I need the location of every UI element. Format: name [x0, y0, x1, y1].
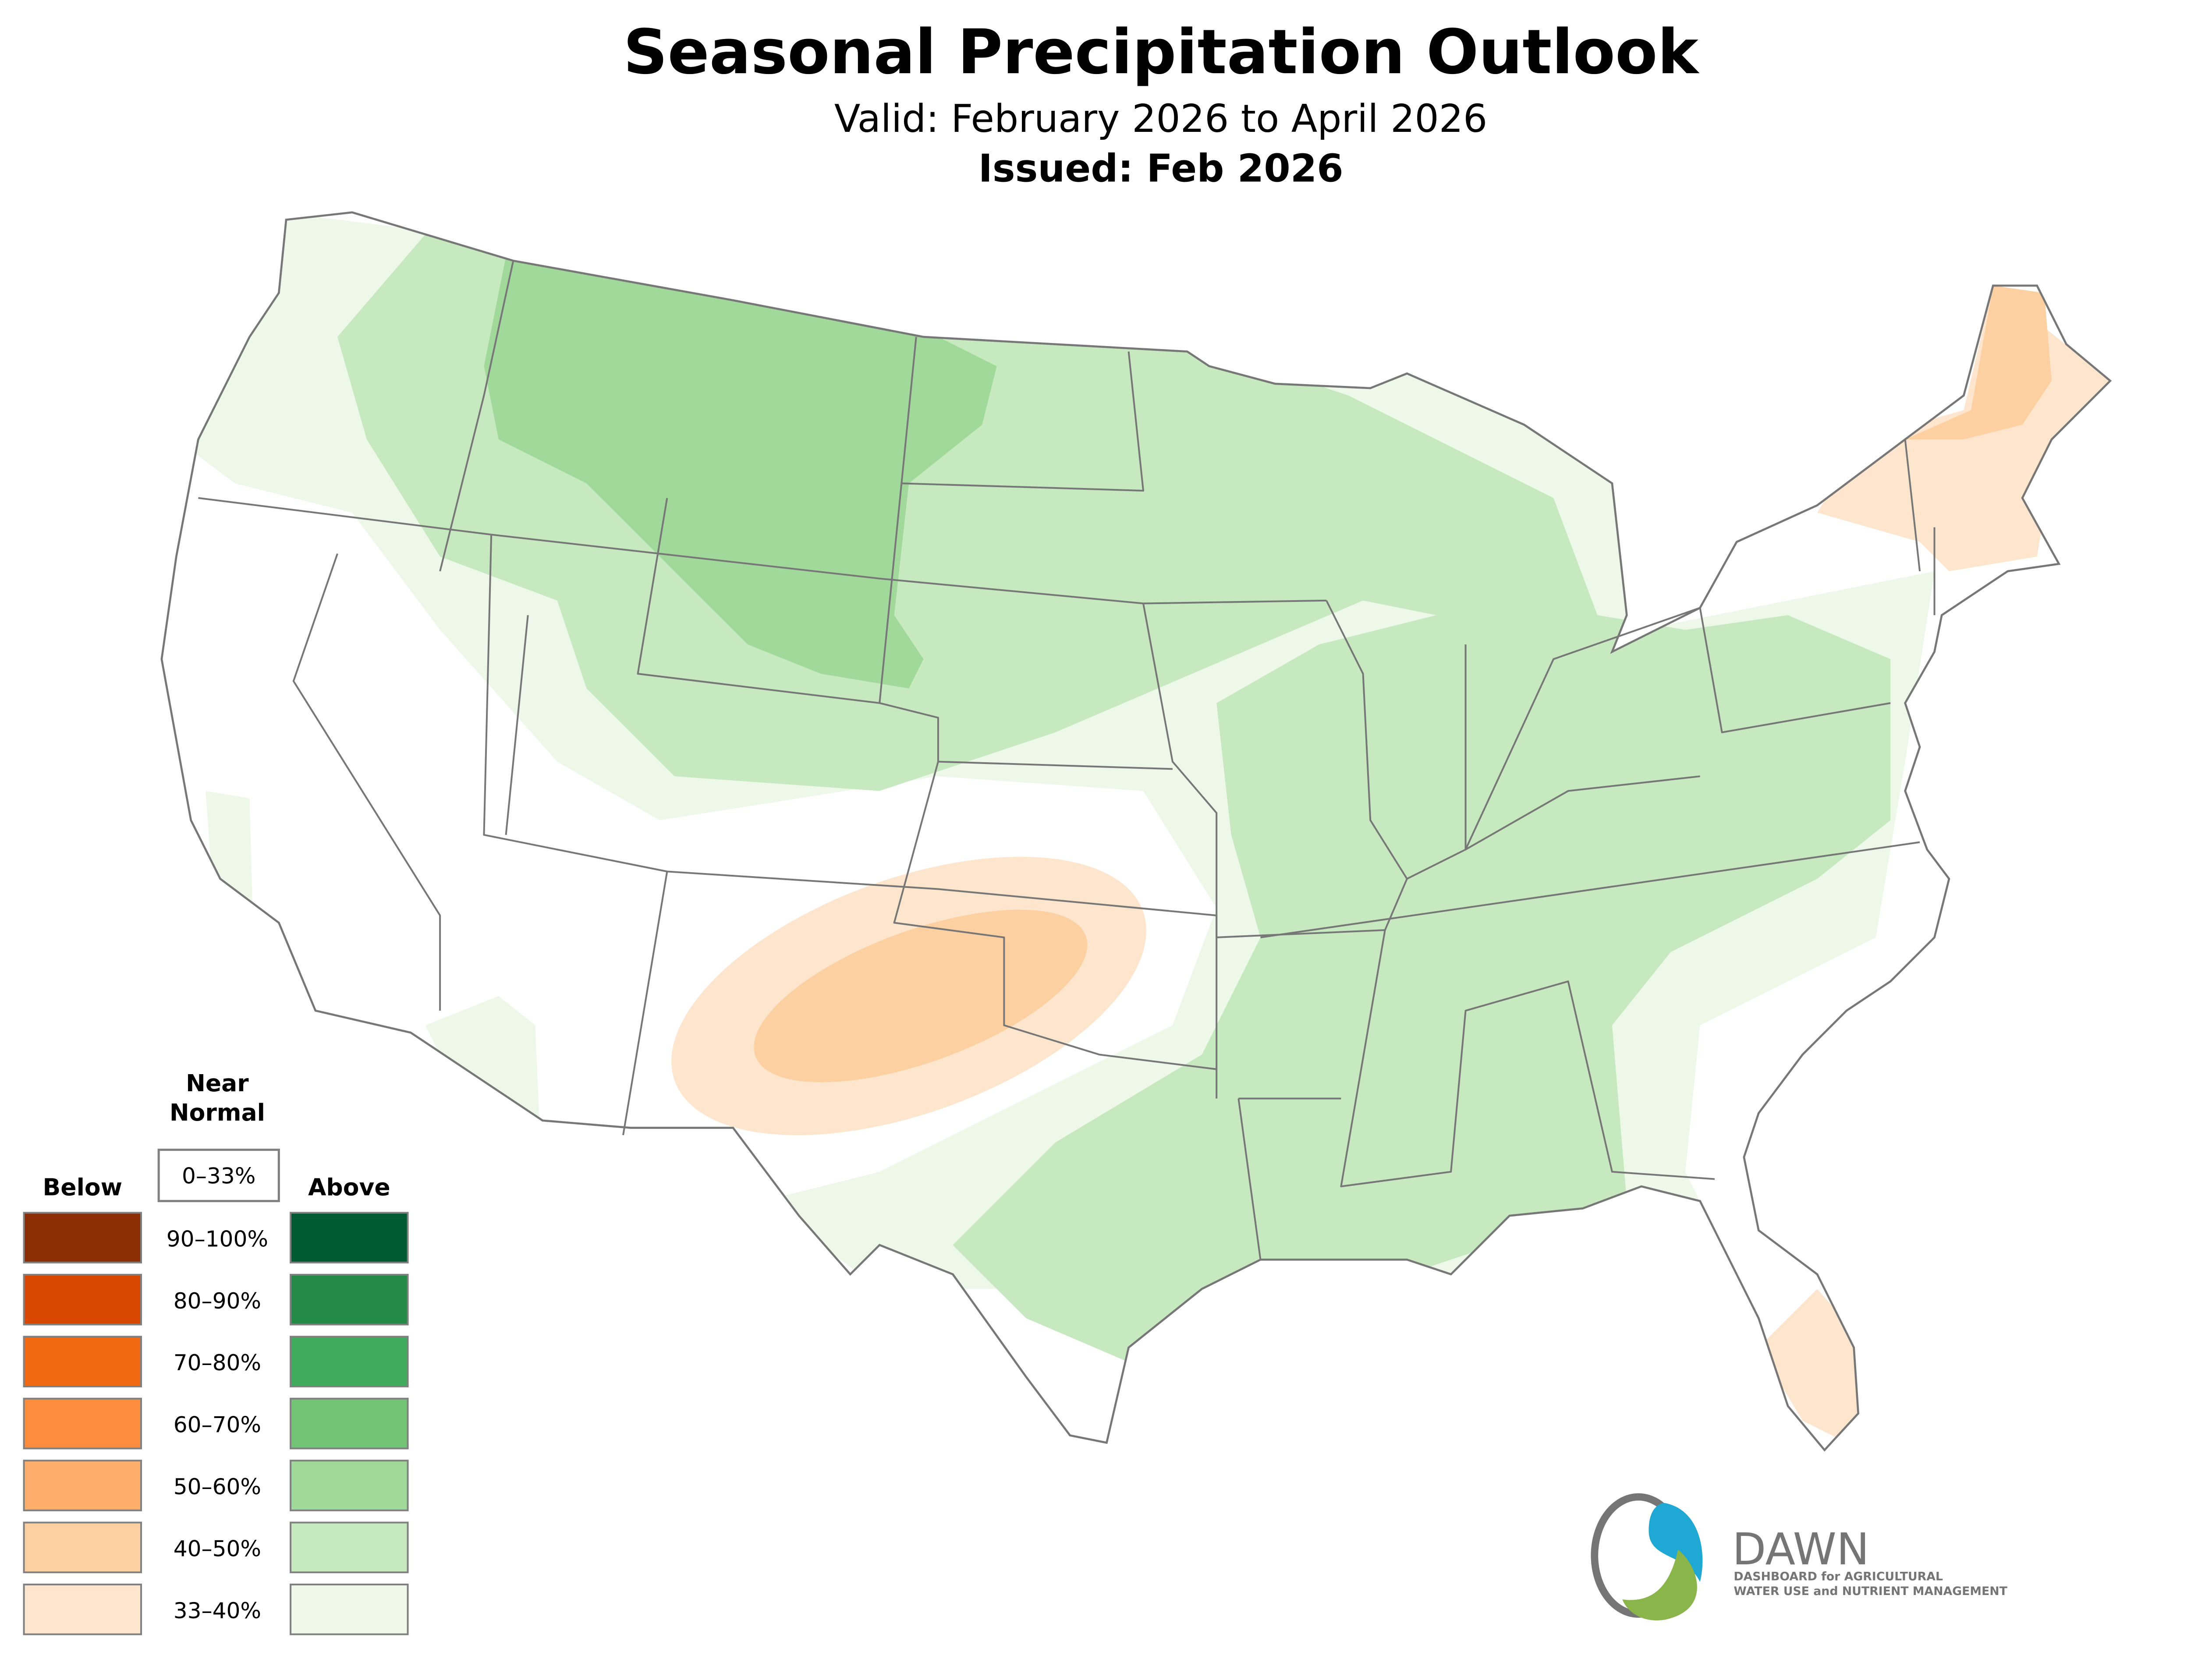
above-50-60-region [484, 256, 997, 689]
legend-below-swatch [23, 1460, 142, 1511]
legend-range-label: 50–60% [174, 1474, 261, 1500]
legend-above-swatch [290, 1273, 409, 1326]
legend-above-label: Above [308, 1173, 390, 1201]
logo-tagline-line2: WATER USE and NUTRIENT MANAGEMENT [1734, 1585, 2007, 1598]
logo-tagline-line1: DASHBOARD for AGRICULTURAL [1734, 1570, 1943, 1584]
legend-above-swatch [290, 1460, 409, 1511]
legend-range-label: 90–100% [167, 1226, 268, 1252]
issued-date: Issued: Feb 2026 [979, 146, 1344, 191]
state-boundaries [198, 260, 1936, 1260]
legend-near-normal-range: 0–33% [182, 1163, 255, 1189]
legend-near-normal-box [157, 1149, 280, 1203]
legend-below-swatch [23, 1273, 142, 1326]
legend-below-swatch [23, 1583, 142, 1635]
us-map [162, 205, 2110, 1450]
legend-range-label: 40–50% [174, 1535, 261, 1561]
valid-period: Valid: February 2026 to April 2026 [834, 96, 1487, 141]
legend-above-swatch [290, 1212, 409, 1264]
map-title: Seasonal Precipitation Outlook [623, 17, 1700, 88]
logo-green-leaf-icon [1622, 1549, 1697, 1620]
legend-range-label: 60–70% [174, 1412, 261, 1438]
legend-above-swatch [290, 1336, 409, 1387]
below-33-40-florida [1758, 1289, 1869, 1450]
legend-near-normal-line1: Near [186, 1069, 249, 1097]
below-40-50-maine [1905, 285, 2052, 440]
legend-above-swatch [290, 1583, 409, 1635]
legend-below-swatch [23, 1336, 142, 1387]
legend-range-label: 33–40% [174, 1598, 261, 1623]
legend-range-label: 80–90% [174, 1288, 261, 1314]
legend-below-label: Below [43, 1173, 123, 1201]
legend-above-swatch [290, 1397, 409, 1450]
logo-name: DAWN [1732, 1524, 1869, 1575]
legend-near-normal-line2: Normal [170, 1099, 265, 1126]
above-33-40-west [206, 791, 540, 1128]
legend-below-swatch [23, 1521, 142, 1574]
dawn-logo: DAWN DASHBOARD for AGRICULTURAL WATER US… [1591, 1493, 2008, 1620]
legend-below-swatch [23, 1397, 142, 1450]
legend-below-swatch [23, 1212, 142, 1264]
legend-range-label: 70–80% [174, 1350, 261, 1376]
legend: Near Normal 0–33% Below Above 90–100% 80–… [23, 1069, 409, 1635]
legend-above-swatch [290, 1521, 409, 1574]
